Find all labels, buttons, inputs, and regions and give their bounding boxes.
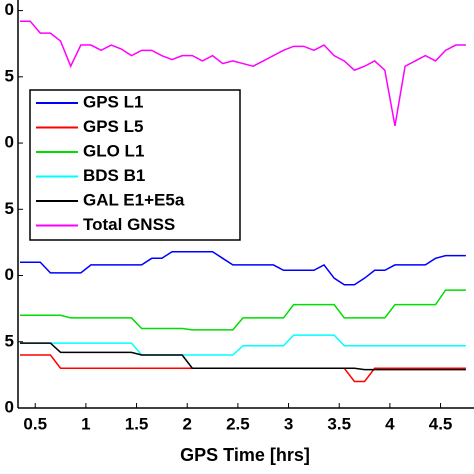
x-tick-label: 3.5 [327,414,351,433]
y-tick-label: 5 [5,199,14,218]
legend-label: GAL E1+E5a [83,190,185,209]
x-tick-label: 1.5 [125,414,149,433]
legend-label: GPS L5 [83,117,143,136]
y-tick-label: 0 [5,265,14,284]
legend-box [29,89,241,241]
series-line [20,289,466,331]
series-line [20,334,466,356]
x-tick-label: 4.5 [429,414,453,433]
series-line [20,20,466,126]
legend: GPS L1 GPS L5 GLO L1 BDS B1 GAL E1+E5a Total … [29,89,241,241]
legend-label: GPS L1 [83,92,143,111]
legend-label: BDS B1 [83,166,145,185]
y-tick-label: 0 [5,397,14,416]
x-tick-label: 2 [182,414,191,433]
y-tick-label: 5 [5,331,14,350]
y-tick-label: 0 [5,133,14,152]
x-axis-label: GPS Time [hrs] [180,445,310,465]
x-tick-label: 4 [385,414,395,433]
x-tick-label: 0.5 [23,414,47,433]
x-tick-label: 3 [284,414,293,433]
series-line [20,250,466,286]
y-tick-label: 0 [5,0,14,19]
legend-label: Total GNSS [83,215,175,234]
x-tick-label: 1 [81,414,90,433]
legend-label: GLO L1 [83,141,144,160]
y-tick-label: 5 [5,66,14,85]
series-line [20,342,466,371]
x-tick-label: 2.5 [226,414,250,433]
